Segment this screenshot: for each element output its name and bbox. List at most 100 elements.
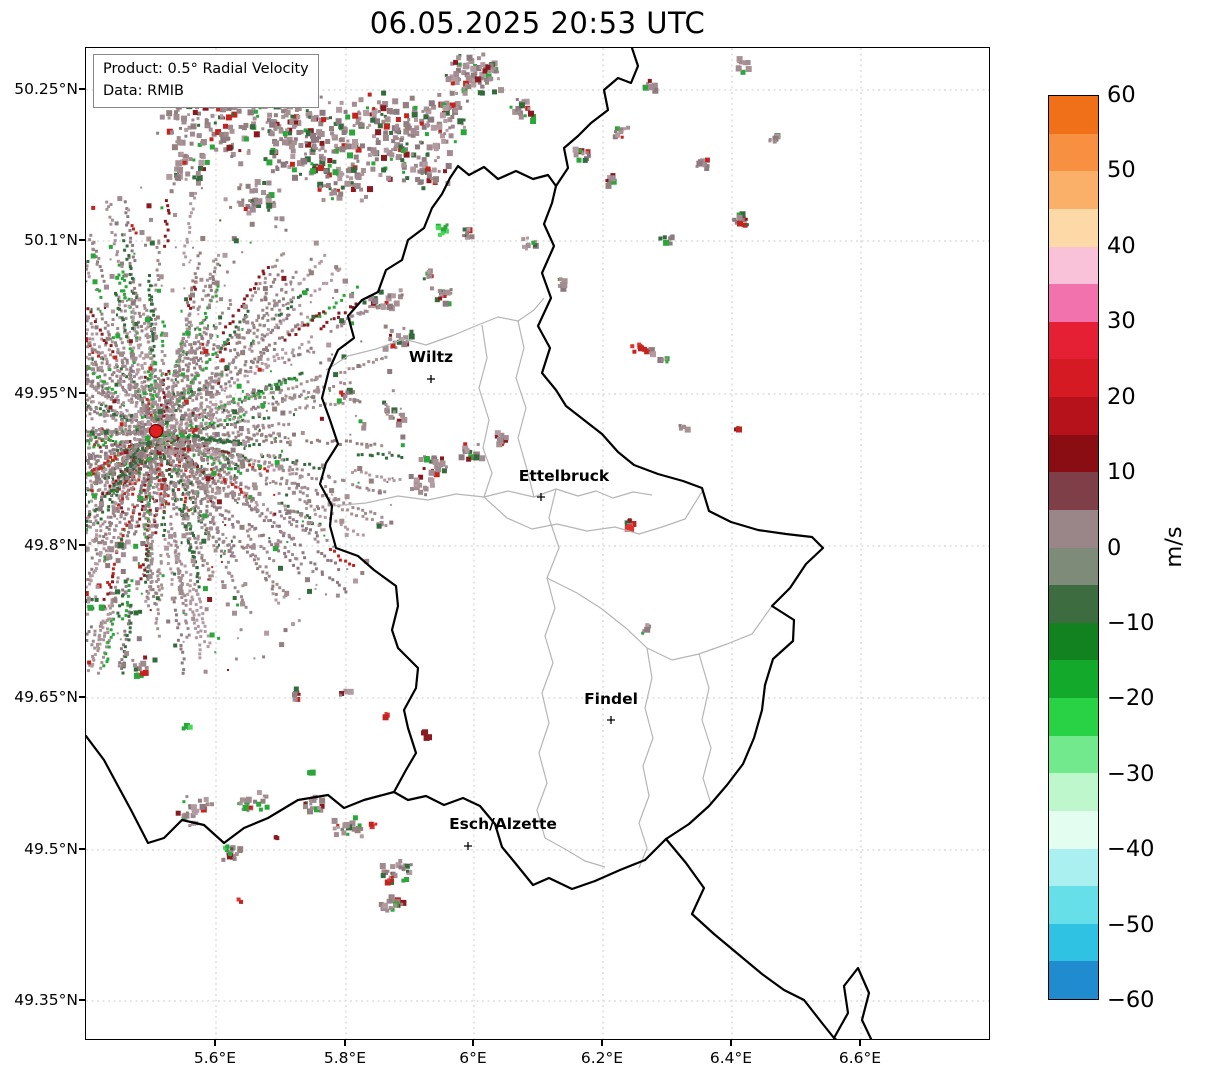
district-border <box>536 488 560 839</box>
y-tick-label: 50.25°N <box>14 80 78 98</box>
y-tick-mark <box>79 239 85 241</box>
colorbar-band <box>1049 359 1098 397</box>
y-tick-label: 49.65°N <box>14 688 78 706</box>
product-info-box: Product: 0.5° Radial Velocity Data: RMIB <box>93 54 319 108</box>
belgium-germany-border <box>554 48 640 188</box>
colorbar-tick-label: 60 <box>1107 82 1136 108</box>
colorbar-band <box>1049 810 1098 849</box>
y-tick-mark <box>79 88 85 90</box>
colorbar-band <box>1049 735 1098 774</box>
district-border <box>478 324 493 498</box>
colorbar-band <box>1049 96 1098 134</box>
germany-border-squiggle <box>832 966 873 1039</box>
colorbar-band <box>1049 208 1098 247</box>
x-tick-label: 5.8°E <box>323 1049 367 1067</box>
city-label: Esch/Alzette <box>449 815 557 833</box>
district-border <box>546 577 773 661</box>
colorbar-band <box>1049 509 1098 548</box>
city-marker <box>427 375 435 383</box>
map-canvas: Wiltz Ettelbruck Findel Esch/Alzette <box>86 48 989 1039</box>
colorbar-band <box>1049 886 1098 924</box>
colorbar-band <box>1049 585 1098 623</box>
x-tick-label: 6.6°E <box>838 1049 882 1067</box>
map-plot: Wiltz Ettelbruck Findel Esch/Alzette Produc… <box>85 47 990 1040</box>
colorbar-tick-label: −20 <box>1107 685 1155 712</box>
product-label: Product: 0.5° Radial Velocity <box>103 61 309 77</box>
y-tick-label: 49.35°N <box>14 991 78 1009</box>
y-tick-mark <box>79 999 85 1001</box>
colorbar-tick-label: −30 <box>1107 760 1155 787</box>
figure-title: 06.05.2025 20:53 UTC <box>369 6 706 40</box>
radar-echoes <box>86 52 781 913</box>
luxembourg-border <box>318 164 825 891</box>
y-tick-mark <box>79 848 85 850</box>
france-belgium-border <box>86 734 396 845</box>
colorbar-tick-label: 50 <box>1107 157 1136 184</box>
x-tick-label: 6.4°E <box>709 1049 753 1067</box>
radar-site <box>148 423 164 439</box>
district-border <box>638 647 654 869</box>
colorbar-band <box>1049 397 1098 435</box>
x-tick-mark <box>214 1040 216 1046</box>
colorbar-band <box>1049 848 1098 887</box>
y-tick-label: 50.1°N <box>24 231 78 249</box>
colorbar-band <box>1049 622 1098 661</box>
colorbar-tick-label: 0 <box>1107 534 1122 561</box>
y-tick-label: 49.95°N <box>14 384 78 402</box>
district-border <box>483 489 704 535</box>
colorbar-band <box>1049 773 1098 811</box>
colorbar-tick-label: 10 <box>1107 459 1136 486</box>
colorbar-band <box>1049 434 1098 473</box>
germany-france-border <box>664 837 838 1039</box>
country-borders <box>86 48 873 1039</box>
x-tick-mark <box>344 1040 346 1046</box>
colorbar-band <box>1049 321 1098 360</box>
colorbar-band <box>1049 698 1098 736</box>
gridlines <box>86 48 989 1039</box>
colorbar-tick-label: −40 <box>1107 836 1155 863</box>
city-label: Wiltz <box>409 348 453 366</box>
city-label: Findel <box>584 690 638 708</box>
colorbar-tick-label: 20 <box>1107 383 1136 410</box>
x-tick-label: 6.2°E <box>580 1049 624 1067</box>
x-tick-label: 5.6°E <box>193 1049 237 1067</box>
x-tick-mark <box>601 1040 603 1046</box>
colorbar-band <box>1049 246 1098 285</box>
colorbar-band <box>1049 660 1098 698</box>
city-label: Ettelbruck <box>519 467 610 485</box>
radar-site-marker <box>148 423 164 439</box>
colorbar-band <box>1049 284 1098 322</box>
x-tick-mark <box>472 1040 474 1046</box>
colorbar-band <box>1049 961 1098 999</box>
colorbar-unit-label: m/s <box>1161 526 1187 568</box>
district-border <box>331 488 653 507</box>
colorbar-tick-label: 40 <box>1107 232 1136 259</box>
colorbar-band <box>1049 472 1098 510</box>
district-border <box>325 297 545 371</box>
city-marker <box>607 716 615 724</box>
y-tick-label: 49.8°N <box>24 536 78 554</box>
y-tick-mark <box>79 392 85 394</box>
city-marker <box>464 842 472 850</box>
x-tick-mark <box>730 1040 732 1046</box>
colorbar-tick-label: −60 <box>1107 987 1155 1013</box>
colorbar-band <box>1049 923 1098 962</box>
y-tick-mark <box>79 696 85 698</box>
colorbar-tick-label: −50 <box>1107 911 1155 938</box>
colorbar <box>1048 95 1099 1000</box>
colorbar-band <box>1049 171 1098 209</box>
district-border <box>698 653 712 805</box>
district-border <box>515 320 535 498</box>
x-tick-mark <box>859 1040 861 1046</box>
y-tick-label: 49.5°N <box>24 840 78 858</box>
data-source-label: Data: RMIB <box>103 82 184 99</box>
district-borders <box>325 297 773 869</box>
x-tick-label: 6°E <box>459 1049 487 1067</box>
colorbar-band <box>1049 547 1098 586</box>
y-tick-mark <box>79 544 85 546</box>
city-labels: Wiltz Ettelbruck Findel Esch/Alzette <box>409 348 638 850</box>
colorbar-tick-label: −10 <box>1107 609 1155 636</box>
colorbar-tick-label: 30 <box>1107 308 1136 335</box>
colorbar-band <box>1049 133 1098 172</box>
